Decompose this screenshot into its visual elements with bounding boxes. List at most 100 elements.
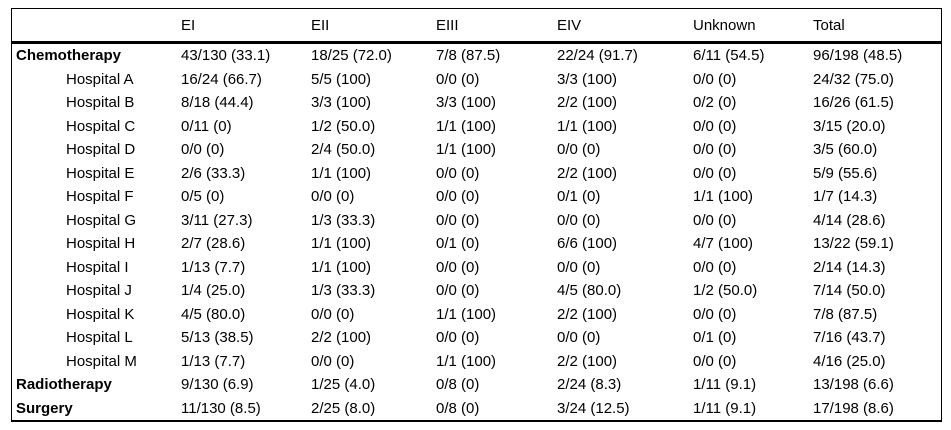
value-cell: 1/1 (100): [436, 305, 497, 323]
treatment-stage-table: EI EII EIII EIV Unknown Total Chemothera…: [12, 9, 941, 420]
value-cell: 0/0 (0): [311, 188, 355, 206]
value-cell: 0/1 (0): [436, 235, 480, 253]
row-label: Surgery: [16, 399, 73, 417]
value-cell: 7/16 (43.7): [813, 329, 886, 347]
value-cell: 2/25 (8.0): [311, 399, 376, 417]
value-cell: 0/0 (0): [557, 141, 601, 159]
row-label: Hospital D: [66, 141, 136, 159]
value-cell: 0/11 (0): [181, 117, 232, 135]
column-header-ei: EI: [181, 9, 311, 44]
value-cell: 0/0 (0): [181, 141, 225, 159]
value-cell: 4/5 (80.0): [181, 305, 246, 323]
value-cell: 7/14 (50.0): [813, 282, 886, 300]
value-cell: 17/198 (8.6): [813, 399, 894, 417]
value-cell: 4/5 (80.0): [557, 282, 622, 300]
row-label: Hospital J: [66, 282, 132, 300]
value-cell: 1/11 (9.1): [693, 399, 757, 417]
value-cell: 0/2 (0): [693, 94, 737, 112]
value-cell: 3/24 (12.5): [557, 399, 630, 417]
row-label: Hospital B: [66, 94, 135, 112]
value-cell: 1/2 (50.0): [311, 117, 376, 135]
table-row: Hospital K 4/5 (80.0) 0/0 (0) 1/1 (100) 2/2 …: [12, 303, 941, 327]
value-cell: 18/25 (72.0): [311, 47, 392, 65]
value-cell: 0/0 (0): [693, 258, 737, 276]
value-cell: 1/1 (100): [311, 164, 372, 182]
value-cell: 2/2 (100): [557, 352, 618, 370]
value-cell: 0/0 (0): [693, 70, 737, 88]
value-cell: 0/0 (0): [693, 141, 737, 159]
value-cell: 3/3 (100): [557, 70, 618, 88]
value-cell: 6/11 (54.5): [693, 47, 765, 65]
value-cell: 0/0 (0): [557, 329, 601, 347]
value-cell: 1/2 (50.0): [693, 282, 758, 300]
value-cell: 0/0 (0): [436, 70, 480, 88]
column-header-total: Total: [813, 9, 941, 44]
row-label: Hospital M: [66, 352, 137, 370]
value-cell: 5/9 (55.6): [813, 164, 878, 182]
table-row: Hospital G 3/11 (27.3) 1/3 (33.3) 0/0 (0) 0/…: [12, 209, 941, 233]
value-cell: 3/3 (100): [436, 94, 497, 112]
value-cell: 0/8 (0): [436, 399, 480, 417]
table-row: Chemotherapy 43/130 (33.1) 18/25 (72.0) 7/8…: [12, 43, 941, 68]
value-cell: 0/0 (0): [436, 258, 480, 276]
row-label: Chemotherapy: [16, 47, 122, 65]
value-cell: 4/14 (28.6): [813, 211, 886, 229]
row-label: Hospital H: [66, 235, 136, 253]
value-cell: 9/130 (6.9): [181, 376, 254, 394]
value-cell: 43/130 (33.1): [181, 47, 271, 65]
row-label: Hospital E: [66, 164, 135, 182]
value-cell: 0/1 (0): [693, 329, 737, 347]
value-cell: 1/25 (4.0): [311, 376, 376, 394]
value-cell: 0/0 (0): [693, 305, 737, 323]
value-cell: 1/11 (9.1): [693, 376, 757, 394]
column-header-eii: EII: [311, 9, 436, 44]
value-cell: 0/0 (0): [436, 164, 480, 182]
value-cell: 13/22 (59.1): [813, 235, 894, 253]
value-cell: 0/0 (0): [436, 211, 480, 229]
table-row: Hospital B 8/18 (44.4) 3/3 (100) 3/3 (100) 2…: [12, 91, 941, 115]
value-cell: 1/4 (25.0): [181, 282, 246, 300]
header-row: EI EII EIII EIV Unknown Total: [12, 9, 941, 44]
value-cell: 1/1 (100): [436, 352, 497, 370]
value-cell: 4/7 (100): [693, 235, 754, 253]
value-cell: 0/8 (0): [436, 376, 480, 394]
table-row: Hospital C 0/11 (0) 1/2 (50.0) 1/1 (100) 1/1…: [12, 115, 941, 139]
value-cell: 0/0 (0): [311, 352, 355, 370]
value-cell: 1/13 (7.7): [181, 352, 246, 370]
column-header-unknown: Unknown: [693, 9, 813, 44]
value-cell: 1/1 (100): [311, 235, 372, 253]
table-body: Chemotherapy 43/130 (33.1) 18/25 (72.0) 7/8…: [12, 43, 941, 421]
value-cell: 96/198 (48.5): [813, 47, 903, 65]
value-cell: 4/16 (25.0): [813, 352, 886, 370]
value-cell: 8/18 (44.4): [181, 94, 254, 112]
value-cell: 0/0 (0): [311, 305, 355, 323]
table-row: Hospital I 1/13 (7.7) 1/1 (100) 0/0 (0) 0/0 …: [12, 256, 941, 280]
value-cell: 1/1 (100): [311, 258, 372, 276]
value-cell: 1/1 (100): [436, 117, 497, 135]
value-cell: 1/7 (14.3): [813, 188, 878, 206]
table-row: Hospital L 5/13 (38.5) 2/2 (100) 0/0 (0) 0/0…: [12, 326, 941, 350]
table-row: Radiotherapy 9/130 (6.9) 1/25 (4.0) 0/8 (0)…: [12, 373, 941, 397]
value-cell: 0/0 (0): [436, 329, 480, 347]
value-cell: 2/14 (14.3): [813, 258, 886, 276]
value-cell: 2/4 (50.0): [311, 141, 376, 159]
table-row: Hospital J 1/4 (25.0) 1/3 (33.3) 0/0 (0) 4/5…: [12, 279, 941, 303]
row-label: Hospital I: [66, 258, 129, 276]
value-cell: 6/6 (100): [557, 235, 618, 253]
table-row: Hospital D 0/0 (0) 2/4 (50.0) 1/1 (100) 0/0 …: [12, 138, 941, 162]
value-cell: 3/11 (27.3): [181, 211, 253, 229]
table-header: EI EII EIII EIV Unknown Total: [12, 9, 941, 44]
value-cell: 1/1 (100): [557, 117, 618, 135]
value-cell: 2/2 (100): [557, 305, 618, 323]
column-header-eiii: EIII: [436, 9, 557, 44]
value-cell: 2/7 (28.6): [181, 235, 246, 253]
value-cell: 3/5 (60.0): [813, 141, 878, 159]
value-cell: 3/15 (20.0): [813, 117, 886, 135]
row-label: Hospital A: [66, 70, 134, 88]
value-cell: 3/3 (100): [311, 94, 372, 112]
value-cell: 24/32 (75.0): [813, 70, 894, 88]
column-header-blank: [12, 9, 181, 44]
table-row: Hospital M 1/13 (7.7) 0/0 (0) 1/1 (100) 2/2 …: [12, 350, 941, 374]
table-row: Hospital A 16/24 (66.7) 5/5 (100) 0/0 (0) 3/…: [12, 68, 941, 92]
